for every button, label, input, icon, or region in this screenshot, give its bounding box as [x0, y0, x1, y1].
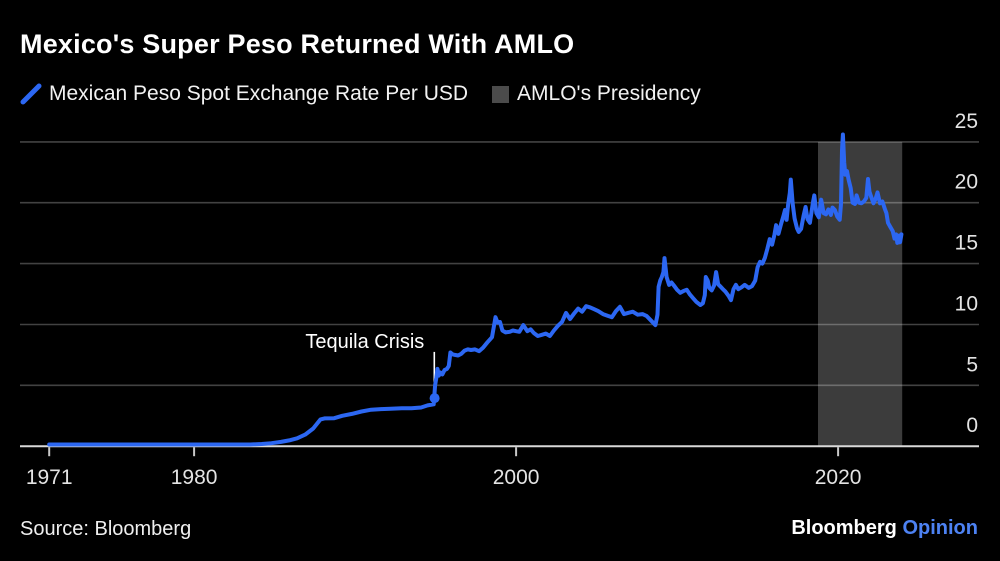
line-series-swatch-icon [20, 83, 42, 105]
y-axis-label: 10 [955, 293, 978, 316]
y-axis-label: 25 [955, 110, 978, 133]
peso-exchange-rate-line [47, 132, 904, 447]
x-axis-label: 2000 [493, 466, 540, 489]
x-axis-label: 1971 [26, 466, 73, 489]
y-axis-label: 15 [955, 232, 978, 255]
amlo-presidency-band [818, 141, 903, 447]
x-axis-label: 2020 [815, 466, 862, 489]
logo-brand: Bloomberg [791, 517, 897, 539]
logo-suffix: Opinion [902, 517, 978, 539]
y-axis-label: 20 [955, 171, 978, 194]
tequila-crisis-point-marker [429, 393, 440, 404]
chart-title: Mexico's Super Peso Returned With AMLO [20, 29, 575, 59]
legend-label-peso-rate: Mexican Peso Spot Exchange Rate Per USD [49, 82, 469, 105]
bloomberg-opinion-logo: Bloomberg Opinion [791, 517, 978, 540]
band-swatch-icon [492, 85, 510, 103]
y-axis-label: 0 [966, 414, 978, 437]
chart-legend: Mexican Peso Spot Exchange Rate Per USD … [20, 82, 701, 106]
legend-label-amlo-presidency: AMLO's Presidency [517, 82, 701, 105]
source-label: Source: Bloomberg [20, 518, 192, 540]
annotation-tequila-crisis: Tequila Crisis [305, 331, 424, 353]
x-axis-label: 1980 [171, 466, 218, 489]
y-axis-label: 5 [966, 353, 978, 376]
